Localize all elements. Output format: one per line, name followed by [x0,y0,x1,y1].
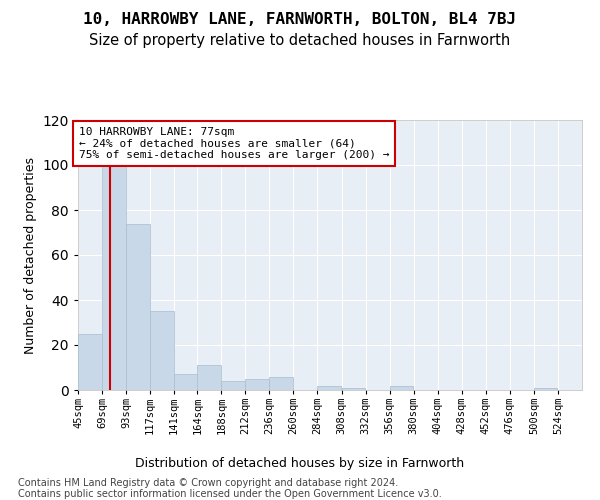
Bar [174,374,198,390]
Bar [221,381,245,390]
Bar [389,386,413,390]
Bar [245,379,269,390]
Bar [197,365,221,390]
Bar [102,163,125,390]
Text: Size of property relative to detached houses in Farnworth: Size of property relative to detached ho… [89,32,511,48]
Bar [150,311,173,390]
Bar [269,376,293,390]
Y-axis label: Number of detached properties: Number of detached properties [24,156,37,354]
Text: Contains public sector information licensed under the Open Government Licence v3: Contains public sector information licen… [18,489,442,499]
Text: Distribution of detached houses by size in Farnworth: Distribution of detached houses by size … [136,458,464,470]
Bar [534,388,557,390]
Bar [317,386,341,390]
Text: 10 HARROWBY LANE: 77sqm
← 24% of detached houses are smaller (64)
75% of semi-de: 10 HARROWBY LANE: 77sqm ← 24% of detache… [79,126,389,160]
Bar [341,388,365,390]
Bar [78,334,101,390]
Bar [126,224,149,390]
Text: 10, HARROWBY LANE, FARNWORTH, BOLTON, BL4 7BJ: 10, HARROWBY LANE, FARNWORTH, BOLTON, BL… [83,12,517,28]
Text: Contains HM Land Registry data © Crown copyright and database right 2024.: Contains HM Land Registry data © Crown c… [18,478,398,488]
